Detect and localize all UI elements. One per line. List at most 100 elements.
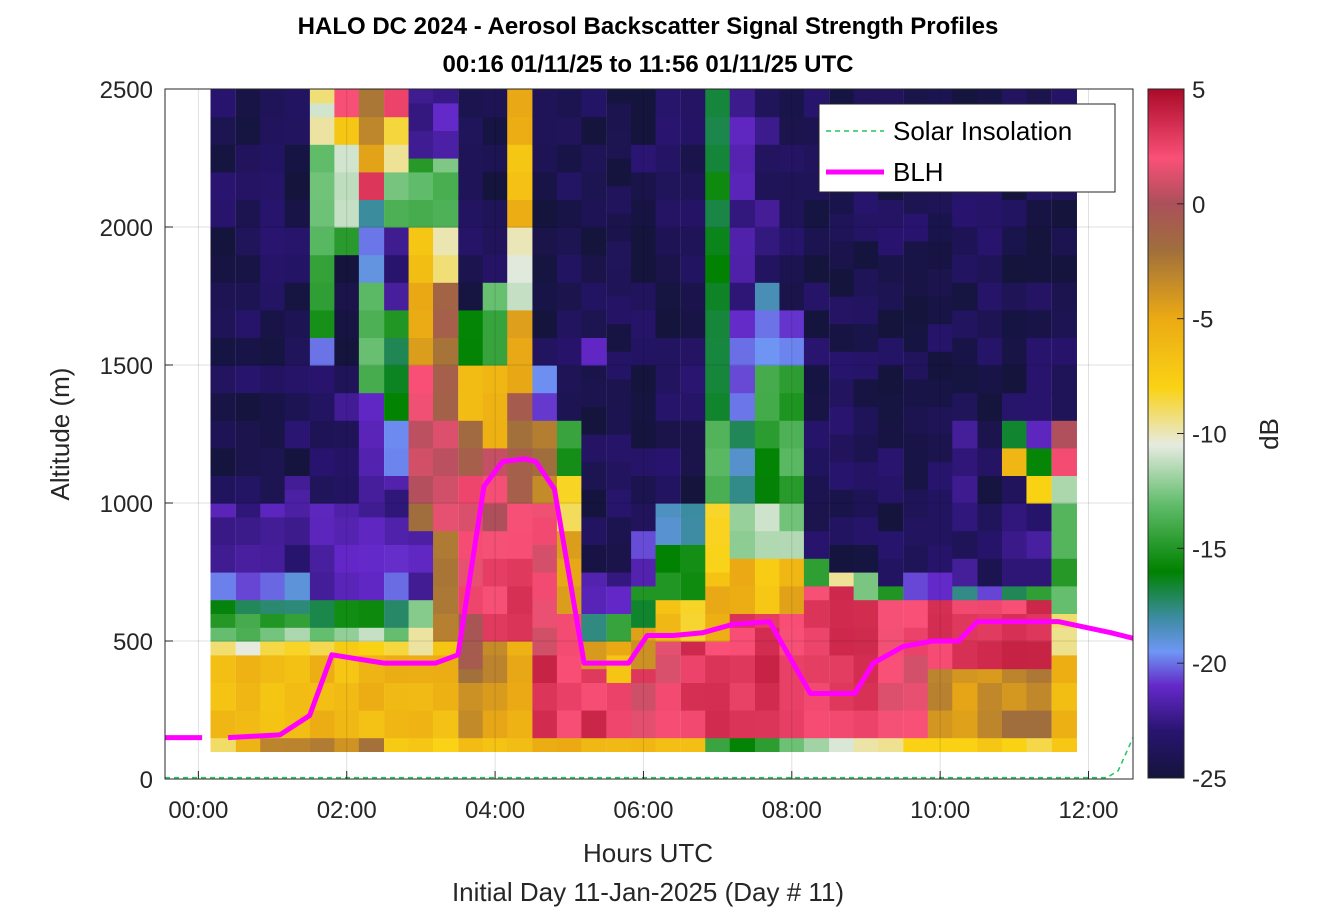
heatmap-cell bbox=[532, 392, 558, 421]
x-tick-label: 12:00 bbox=[1058, 797, 1118, 824]
heatmap-cell bbox=[779, 585, 805, 614]
heatmap-cell bbox=[1026, 475, 1052, 504]
heatmap-cell bbox=[878, 337, 904, 366]
heatmap-cell bbox=[631, 89, 657, 118]
heatmap-cell bbox=[482, 641, 509, 656]
heatmap-cell bbox=[927, 240, 954, 269]
heatmap-cell bbox=[260, 282, 286, 311]
heatmap-cell bbox=[260, 392, 286, 421]
heatmap-cell bbox=[606, 489, 632, 518]
heatmap-cell bbox=[408, 337, 434, 366]
heatmap-cell bbox=[556, 710, 583, 739]
heatmap-cell bbox=[903, 489, 929, 518]
heatmap-cell bbox=[729, 89, 756, 118]
heatmap-cell bbox=[829, 599, 855, 628]
heatmap-cell bbox=[606, 461, 632, 490]
heatmap-cell bbox=[705, 447, 731, 476]
heatmap-cell bbox=[507, 710, 533, 739]
heatmap-cell bbox=[705, 420, 731, 449]
heatmap-cell bbox=[532, 503, 558, 518]
heatmap-cell bbox=[754, 475, 781, 504]
heatmap-cell bbox=[853, 489, 879, 518]
heatmap-cell bbox=[1026, 682, 1052, 711]
heatmap-cell bbox=[903, 599, 929, 628]
heatmap-cell bbox=[729, 392, 756, 421]
heatmap-cell bbox=[606, 89, 632, 104]
heatmap-cell bbox=[507, 365, 533, 394]
heatmap-cell bbox=[1051, 585, 1077, 614]
heatmap-cell bbox=[705, 585, 731, 614]
x-tick-label: 00:00 bbox=[168, 797, 228, 824]
heatmap-cell bbox=[878, 365, 904, 394]
heatmap-cell bbox=[655, 503, 681, 518]
heatmap-cell bbox=[779, 710, 805, 739]
heatmap-cell bbox=[260, 572, 286, 601]
heatmap-cell bbox=[581, 585, 607, 614]
heatmap-cell bbox=[210, 654, 236, 683]
heatmap-cell bbox=[309, 199, 336, 228]
heatmap-cell bbox=[284, 227, 310, 256]
heatmap-cell bbox=[927, 296, 954, 325]
heatmap-cell bbox=[358, 447, 385, 476]
heatmap-cell bbox=[334, 682, 360, 711]
heatmap-cell bbox=[927, 323, 954, 352]
heatmap-cell bbox=[631, 503, 657, 532]
heatmap-cell bbox=[235, 309, 262, 338]
heatmap-cell bbox=[260, 516, 286, 545]
heatmap-cell bbox=[1051, 475, 1077, 504]
heatmap-cell bbox=[754, 227, 781, 256]
heatmap-cell bbox=[334, 599, 360, 628]
heatmap-cell bbox=[729, 171, 756, 200]
heatmap-cell bbox=[1026, 392, 1052, 421]
heatmap-cell bbox=[927, 351, 954, 380]
heatmap-cell bbox=[334, 516, 360, 545]
heatmap-cell bbox=[927, 641, 954, 670]
heatmap-cell bbox=[482, 558, 509, 587]
heatmap-cell bbox=[334, 392, 360, 421]
heatmap-cell bbox=[284, 737, 310, 752]
heatmap-cell bbox=[903, 572, 929, 601]
heatmap-cell bbox=[408, 158, 434, 173]
heatmap-cell bbox=[729, 627, 756, 656]
heatmap-cell bbox=[1001, 337, 1028, 366]
heatmap-cell bbox=[952, 282, 978, 311]
heatmap-cell bbox=[556, 737, 583, 752]
heatmap-cell bbox=[482, 254, 509, 283]
heatmap-cell bbox=[1026, 199, 1052, 228]
heatmap-cell bbox=[878, 682, 904, 711]
heatmap-cell bbox=[358, 627, 385, 642]
heatmap-cell bbox=[532, 599, 558, 628]
heatmap-cell bbox=[260, 503, 286, 518]
heatmap-cell bbox=[631, 710, 657, 739]
heatmap-cell bbox=[482, 199, 509, 228]
heatmap-cell bbox=[235, 641, 262, 656]
heatmap-cell bbox=[507, 420, 533, 449]
heatmap-cell bbox=[853, 434, 879, 463]
heatmap-cell bbox=[655, 89, 681, 118]
heatmap-cell bbox=[507, 116, 533, 145]
heatmap-cell bbox=[1001, 613, 1028, 642]
heatmap-cell bbox=[977, 585, 1003, 601]
heatmap-cell bbox=[977, 737, 1003, 752]
heatmap-cell bbox=[927, 599, 954, 614]
heatmap-cell bbox=[705, 171, 731, 200]
heatmap-cell bbox=[1051, 420, 1077, 449]
heatmap-cell bbox=[358, 199, 385, 228]
heatmap-cell bbox=[903, 737, 929, 752]
heatmap-cell bbox=[1001, 737, 1028, 752]
heatmap-cell bbox=[384, 599, 410, 628]
heatmap-cell bbox=[1001, 392, 1028, 421]
heatmap-cell bbox=[507, 558, 533, 587]
heatmap-cell bbox=[803, 654, 830, 683]
heatmap-cell bbox=[977, 227, 1003, 256]
heatmap-cell bbox=[655, 199, 681, 228]
heatmap-cell bbox=[210, 392, 236, 421]
heatmap-cell bbox=[903, 378, 929, 407]
heatmap-cell bbox=[803, 337, 830, 366]
heatmap-cell bbox=[1051, 392, 1077, 421]
heatmap-cell bbox=[235, 227, 262, 256]
heatmap-cell bbox=[729, 558, 756, 587]
heatmap-cell bbox=[309, 503, 336, 518]
heatmap-cell bbox=[705, 737, 731, 752]
heatmap-cell bbox=[458, 475, 484, 504]
